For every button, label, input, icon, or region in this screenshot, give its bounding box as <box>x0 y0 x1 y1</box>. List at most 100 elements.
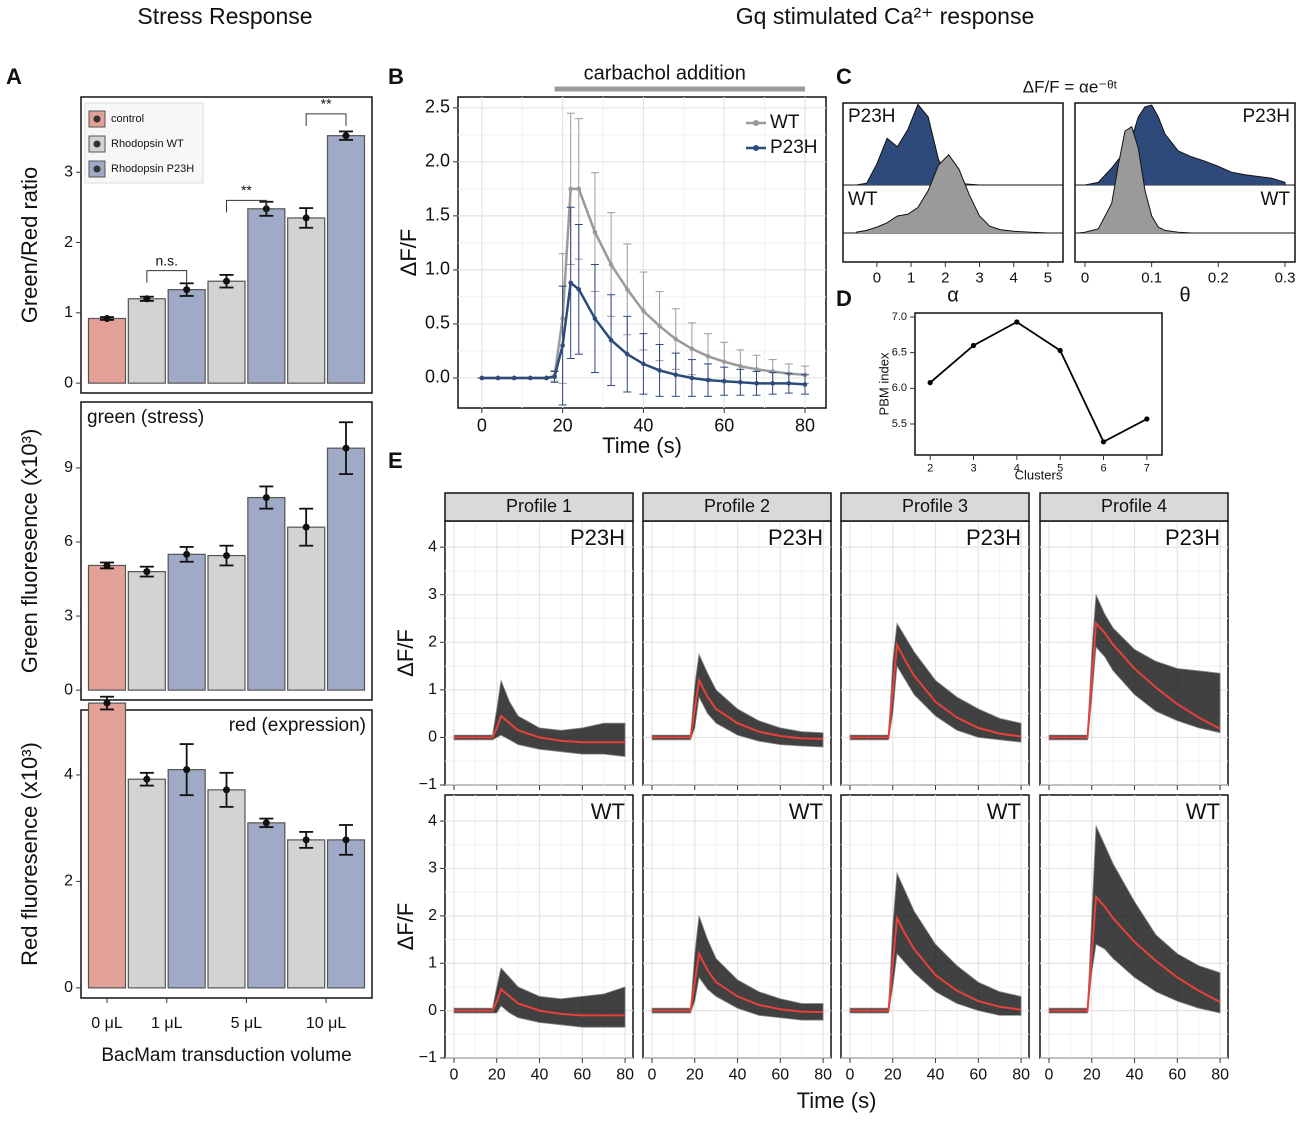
data-point <box>624 287 630 292</box>
x-tick-label: 20 <box>488 1066 506 1083</box>
strip <box>1039 492 1229 522</box>
x-tick-label: 4 <box>1014 463 1020 475</box>
y-tick-label: 6.5 <box>892 347 907 359</box>
row-label: WT <box>789 799 823 824</box>
x-tick-label: 20 <box>884 1066 902 1083</box>
bar <box>247 208 286 384</box>
strip-label: Profile 2 <box>704 496 770 516</box>
y-tick-label: 1 <box>428 954 437 971</box>
legend-dot <box>93 165 101 173</box>
x-tick-label: 60 <box>771 1066 789 1083</box>
section-header: Stress Response <box>137 3 312 29</box>
x-tick-label: 60 <box>714 415 734 435</box>
error-center <box>183 286 191 294</box>
x-axis-title: Clusters <box>1015 467 1063 482</box>
data-point <box>1144 416 1150 422</box>
strip <box>840 492 1030 522</box>
annotation-label: carbachol addition <box>584 62 746 84</box>
bar <box>287 217 326 384</box>
error-center <box>342 132 350 140</box>
y-tick-label: 2 <box>428 907 437 924</box>
data-point <box>770 381 775 386</box>
y-tick-label: 0 <box>64 681 73 698</box>
data-point <box>738 379 743 385</box>
error-center <box>223 277 230 285</box>
data-point <box>754 381 759 386</box>
y-tick-label: 3 <box>428 860 437 877</box>
y-tick-label: 2 <box>64 873 73 890</box>
x-tick-label: 80 <box>795 415 815 435</box>
error-center <box>223 786 230 794</box>
data-point <box>673 336 679 342</box>
y-tick-label: 0 <box>428 729 437 746</box>
mean-line <box>1049 620 1221 739</box>
x-axis-title: Time (s) <box>602 433 682 458</box>
error-center <box>103 561 111 569</box>
chart-title: ΔF/F = αe⁻ᶿᵗ <box>1023 77 1118 96</box>
mean-line <box>850 914 1022 1012</box>
significance-bracket <box>226 199 267 213</box>
x-tick-label: 3 <box>975 269 983 286</box>
row-label: WT <box>987 799 1021 824</box>
y-tick-label: 0 <box>64 374 73 391</box>
bar <box>326 135 366 384</box>
data-point <box>1057 347 1063 354</box>
x-tick-label: 0 <box>1045 1066 1054 1083</box>
bar <box>326 839 366 989</box>
bar <box>87 564 127 691</box>
error-center <box>223 552 230 560</box>
x-tick-label: 40 <box>927 1066 945 1083</box>
data-point <box>608 262 614 267</box>
y-tick-label: 2 <box>64 234 73 251</box>
density-ridge <box>1075 126 1295 234</box>
y-axis-title: Green fluoresence (x10³) <box>17 429 42 674</box>
x-tick-label: 0 <box>846 1066 855 1083</box>
x-tick-label: 5 <box>1044 269 1052 286</box>
bar <box>207 280 246 384</box>
x-tick-label: 4 <box>1010 269 1018 286</box>
panel-letter: A <box>6 64 22 89</box>
row-label: P23H <box>570 525 625 550</box>
data-point <box>927 380 933 386</box>
significance-label: n.s. <box>155 252 178 268</box>
x-tick-label: 0.1 <box>1141 269 1162 286</box>
strip <box>444 492 634 522</box>
x-tick-label: 5 <box>1057 463 1063 475</box>
y-tick-label: 4 <box>428 812 437 829</box>
y-tick-label: 1.0 <box>425 259 450 279</box>
strip-label: Profile 3 <box>902 496 968 516</box>
strip-label: Profile 4 <box>1101 496 1167 516</box>
error-center <box>262 819 270 827</box>
data-point <box>568 186 574 192</box>
data-point <box>657 323 662 329</box>
strip-label: Profile 1 <box>506 496 572 516</box>
y-tick-label: 2.5 <box>425 97 450 117</box>
error-center <box>143 295 151 303</box>
legend-dot <box>93 140 101 148</box>
x-tick-label: 40 <box>1126 1066 1144 1083</box>
mean-line <box>1049 894 1221 1012</box>
data-point <box>576 186 582 192</box>
trace-band <box>849 871 1022 1016</box>
data-point <box>1014 319 1020 325</box>
data-point <box>495 375 501 381</box>
bar <box>87 317 127 384</box>
x-tick-label: 5 μL <box>231 1015 263 1032</box>
row-label: P23H <box>768 525 823 550</box>
data-point <box>479 375 485 381</box>
x-axis-title: θ <box>1179 284 1190 306</box>
x-tick-label: 60 <box>969 1066 987 1083</box>
panel-letter: C <box>836 64 852 89</box>
ridge-label: WT <box>848 189 878 210</box>
x-tick-label: 7 <box>1144 463 1150 475</box>
y-tick-label: 7.0 <box>892 311 907 323</box>
legend-label: Rhodopsin WT <box>111 138 184 150</box>
bar <box>127 778 166 989</box>
error-center <box>103 314 111 322</box>
legend-dot <box>93 115 101 123</box>
panel-letter: E <box>388 448 403 473</box>
bar <box>326 447 366 691</box>
data-point <box>1100 439 1107 445</box>
x-tick-label: 3 <box>970 463 976 475</box>
data-point <box>592 316 598 321</box>
